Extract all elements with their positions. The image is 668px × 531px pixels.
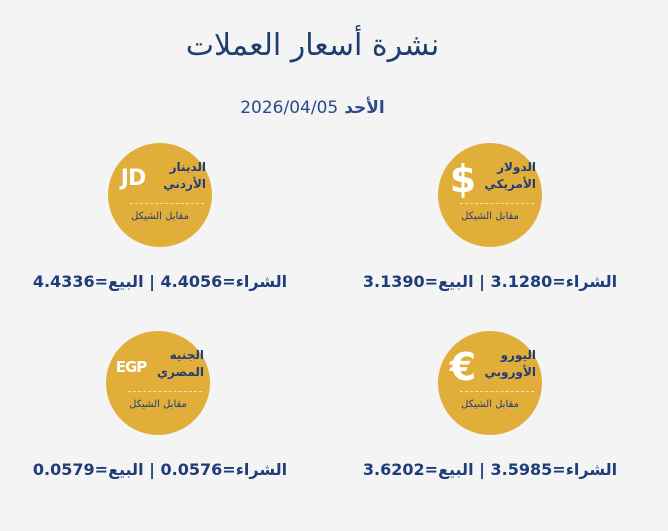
buy-label: الشراء= xyxy=(552,460,618,479)
vs-label: مقابل الشيكل xyxy=(461,211,519,222)
rate-line: الشراء=3.1280 | البيع=3.1390 xyxy=(330,272,650,291)
sell-label: البيع= xyxy=(94,460,144,479)
date-line: الأحد2026/04/05 xyxy=(0,98,625,118)
day-name: الأحد xyxy=(344,98,385,118)
separator: | xyxy=(479,460,485,479)
currency-badge: EGP الجنيه المصري مقابل الشيكل xyxy=(106,331,210,435)
sell-label: البيع= xyxy=(424,460,474,479)
currency-name: الدينار الأردني xyxy=(163,160,206,191)
currency-symbol-icon: JD xyxy=(120,166,146,191)
buy-value: 0.0576 xyxy=(160,460,223,479)
buy-label: الشراء= xyxy=(222,460,288,479)
currency-symbol-icon: € xyxy=(449,347,477,387)
page-title: نشرة أسعار العملات xyxy=(185,28,440,63)
sell-label: البيع= xyxy=(424,272,474,291)
buy-value: 3.5985 xyxy=(490,460,553,479)
divider xyxy=(130,203,204,204)
sell-value: 3.1390 xyxy=(362,272,425,291)
currency-symbol-icon: $ xyxy=(449,159,477,199)
currency-name: اليورو الأوروبي xyxy=(484,348,536,379)
separator: | xyxy=(149,272,155,291)
buy-label: الشراء= xyxy=(222,272,288,291)
rate-line: الشراء=3.5985 | البيع=3.6202 xyxy=(330,460,650,479)
divider xyxy=(460,203,534,204)
buy-value: 4.4056 xyxy=(160,272,223,291)
sell-value: 0.0579 xyxy=(32,460,95,479)
currency-name: الدولار الأمريكي xyxy=(484,160,536,191)
rate-line: الشراء=0.0576 | البيع=0.0579 xyxy=(0,460,320,479)
buy-value: 3.1280 xyxy=(490,272,553,291)
vs-label: مقابل الشيكل xyxy=(461,399,519,410)
sell-value: 4.4336 xyxy=(32,272,95,291)
separator: | xyxy=(149,460,155,479)
vs-label: مقابل الشيكل xyxy=(129,399,187,410)
separator: | xyxy=(479,272,485,291)
sell-label: البيع= xyxy=(94,272,144,291)
currency-badge: JD الدينار الأردني مقابل الشيكل xyxy=(108,143,212,247)
currency-name: الجنيه المصري xyxy=(157,348,204,379)
divider xyxy=(460,391,534,392)
currency-badge: $ الدولار الأمريكي مقابل الشيكل xyxy=(438,143,542,247)
rate-line: الشراء=4.4056 | البيع=4.4336 xyxy=(0,272,320,291)
vs-label: مقابل الشيكل xyxy=(131,211,189,222)
divider xyxy=(128,391,202,392)
sell-value: 3.6202 xyxy=(362,460,425,479)
buy-label: الشراء= xyxy=(552,272,618,291)
currency-badge: € اليورو الأوروبي مقابل الشيكل xyxy=(438,331,542,435)
currency-symbol-icon: EGP xyxy=(115,358,148,376)
date-value: 2026/04/05 xyxy=(240,98,339,118)
